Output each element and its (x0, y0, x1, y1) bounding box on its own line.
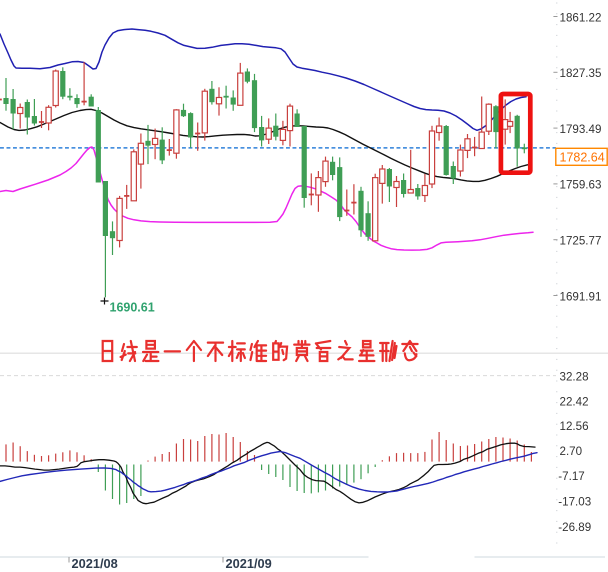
svg-text:1759.63: 1759.63 (560, 179, 602, 192)
svg-text:1690.61: 1690.61 (110, 301, 155, 315)
svg-text:1861.22: 1861.22 (560, 11, 602, 24)
svg-text:1782.64: 1782.64 (560, 150, 605, 164)
svg-text:-26.89: -26.89 (558, 521, 591, 534)
svg-text:-7.17: -7.17 (558, 470, 584, 483)
svg-text:2021/09: 2021/09 (226, 556, 272, 571)
svg-text:2.70: 2.70 (560, 445, 583, 458)
svg-text:22.42: 22.42 (560, 396, 589, 409)
svg-text:1827.35: 1827.35 (560, 67, 602, 80)
svg-text:1793.49: 1793.49 (560, 123, 602, 136)
svg-text:-17.03: -17.03 (558, 495, 591, 508)
svg-text:12.56: 12.56 (560, 420, 589, 433)
svg-text:1725.77: 1725.77 (560, 235, 602, 248)
svg-text:2021/08: 2021/08 (72, 556, 118, 571)
svg-text:1691.91: 1691.91 (560, 290, 602, 303)
svg-text:32.28: 32.28 (560, 371, 589, 384)
